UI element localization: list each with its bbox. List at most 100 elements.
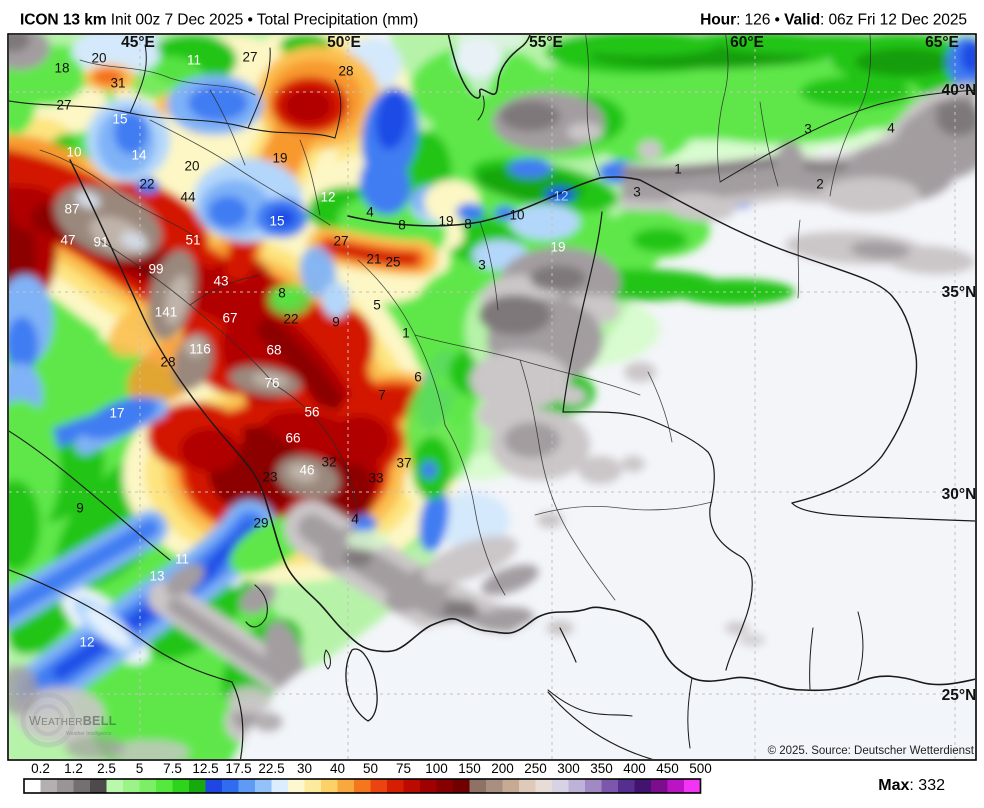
svg-text:3: 3 — [478, 258, 486, 273]
svg-text:28: 28 — [338, 64, 353, 79]
svg-text:22.5: 22.5 — [258, 761, 284, 776]
svg-text:22: 22 — [283, 312, 298, 327]
svg-text:35°N: 35°N — [942, 284, 977, 301]
svg-text:13: 13 — [149, 569, 164, 584]
svg-text:Hour: 126 • Valid: 06z Fri 12: Hour: 126 • Valid: 06z Fri 12 Dec 2025 — [700, 12, 967, 29]
svg-text:500: 500 — [689, 761, 712, 776]
svg-text:50: 50 — [363, 761, 378, 776]
svg-text:4: 4 — [366, 205, 374, 220]
svg-text:20: 20 — [184, 159, 199, 174]
svg-text:47: 47 — [60, 233, 75, 248]
svg-text:6: 6 — [414, 370, 422, 385]
svg-text:14: 14 — [131, 148, 147, 163]
svg-text:60°E: 60°E — [730, 34, 764, 51]
svg-text:17.5: 17.5 — [225, 761, 251, 776]
svg-text:4: 4 — [351, 512, 359, 527]
svg-text:18: 18 — [54, 61, 69, 76]
svg-text:ICON 13 km Init 00z 7 Dec 2025: ICON 13 km Init 00z 7 Dec 2025 • Total P… — [20, 12, 418, 29]
svg-text:250: 250 — [524, 761, 547, 776]
svg-text:33: 33 — [368, 471, 383, 486]
svg-text:43: 43 — [213, 274, 228, 289]
svg-text:51: 51 — [185, 233, 200, 248]
svg-text:44: 44 — [180, 190, 196, 205]
svg-text:141: 141 — [155, 305, 178, 320]
svg-text:12: 12 — [320, 190, 335, 205]
svg-text:50°E: 50°E — [327, 34, 361, 51]
svg-text:87: 87 — [64, 202, 79, 217]
svg-text:400: 400 — [623, 761, 646, 776]
svg-text:100: 100 — [425, 761, 448, 776]
svg-text:12.5: 12.5 — [192, 761, 218, 776]
svg-text:21: 21 — [366, 252, 381, 267]
svg-text:19: 19 — [438, 214, 453, 229]
svg-text:31: 31 — [110, 76, 125, 91]
svg-text:Weather Intelligence: Weather Intelligence — [66, 731, 112, 737]
svg-text:450: 450 — [656, 761, 679, 776]
svg-text:67: 67 — [222, 311, 237, 326]
svg-text:11: 11 — [175, 552, 189, 567]
svg-text:12: 12 — [553, 189, 568, 204]
svg-text:116: 116 — [189, 342, 211, 357]
svg-text:19: 19 — [550, 240, 565, 255]
svg-text:27: 27 — [242, 50, 257, 65]
svg-text:WEATHERBELL: WEATHERBELL — [29, 714, 117, 728]
svg-text:2: 2 — [816, 177, 824, 192]
svg-text:4: 4 — [887, 121, 895, 136]
svg-text:© 2025. Source: Deutscher Wett: © 2025. Source: Deutscher Wetterdienst — [768, 745, 975, 757]
svg-text:40: 40 — [330, 761, 345, 776]
svg-text:10: 10 — [509, 208, 524, 223]
svg-text:1: 1 — [402, 326, 410, 341]
svg-text:5: 5 — [373, 298, 381, 313]
svg-text:19: 19 — [272, 151, 287, 166]
svg-text:37: 37 — [396, 456, 411, 471]
svg-text:9: 9 — [332, 315, 340, 330]
svg-text:7: 7 — [378, 388, 386, 403]
svg-text:27: 27 — [333, 234, 348, 249]
svg-text:300: 300 — [557, 761, 580, 776]
svg-text:46: 46 — [299, 463, 314, 478]
svg-text:28: 28 — [160, 355, 175, 370]
svg-text:30: 30 — [297, 761, 312, 776]
svg-text:29: 29 — [253, 516, 268, 531]
svg-text:68: 68 — [266, 343, 281, 358]
svg-text:12: 12 — [79, 635, 94, 650]
svg-text:32: 32 — [321, 455, 336, 470]
svg-text:8: 8 — [464, 217, 472, 232]
svg-text:17: 17 — [109, 406, 124, 421]
svg-text:200: 200 — [491, 761, 514, 776]
svg-text:0.2: 0.2 — [31, 761, 50, 776]
svg-text:7.5: 7.5 — [163, 761, 182, 776]
svg-text:65°E: 65°E — [925, 34, 959, 51]
svg-text:99: 99 — [148, 262, 163, 277]
svg-text:2.5: 2.5 — [97, 761, 116, 776]
svg-text:1: 1 — [674, 162, 682, 177]
svg-text:11: 11 — [187, 53, 201, 68]
svg-text:15: 15 — [112, 112, 127, 127]
svg-text:9: 9 — [76, 501, 84, 516]
svg-text:3: 3 — [804, 122, 812, 137]
svg-text:30°N: 30°N — [942, 486, 977, 503]
svg-text:8: 8 — [278, 286, 286, 301]
svg-text:8: 8 — [398, 218, 406, 233]
svg-text:25°N: 25°N — [942, 687, 977, 704]
svg-text:350: 350 — [590, 761, 613, 776]
svg-text:40°N: 40°N — [942, 82, 977, 99]
svg-text:23: 23 — [262, 470, 277, 485]
svg-text:76: 76 — [264, 376, 279, 391]
svg-text:27: 27 — [56, 98, 71, 113]
svg-text:75: 75 — [396, 761, 411, 776]
svg-text:Max: 332: Max: 332 — [878, 777, 945, 794]
svg-text:10: 10 — [66, 145, 81, 160]
svg-text:45°E: 45°E — [121, 34, 155, 51]
svg-text:5: 5 — [136, 761, 144, 776]
svg-text:20: 20 — [91, 51, 106, 66]
svg-text:1.2: 1.2 — [64, 761, 83, 776]
svg-text:150: 150 — [458, 761, 481, 776]
svg-text:22: 22 — [139, 177, 154, 192]
svg-text:56: 56 — [304, 405, 319, 420]
svg-text:66: 66 — [285, 431, 300, 446]
svg-text:15: 15 — [269, 214, 284, 229]
svg-text:55°E: 55°E — [529, 34, 563, 51]
svg-text:91: 91 — [93, 235, 108, 250]
svg-text:3: 3 — [633, 185, 641, 200]
